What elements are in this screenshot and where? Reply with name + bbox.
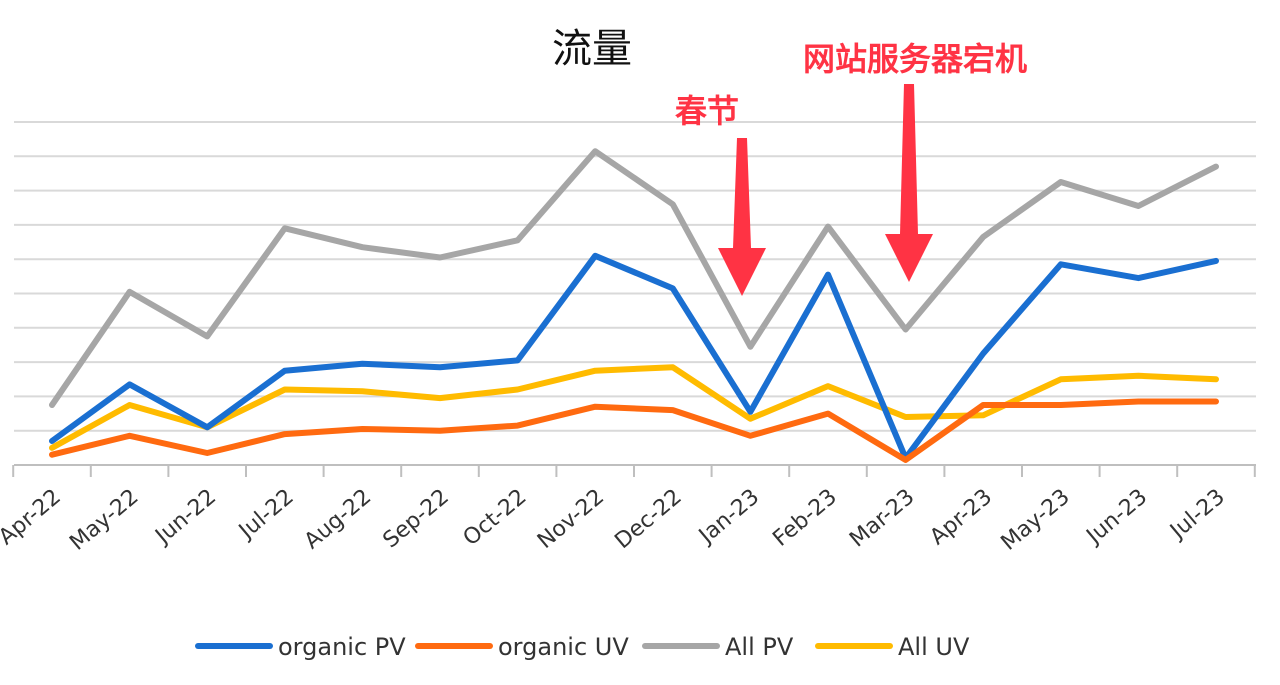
x-tick-label: Oct-22: [459, 484, 532, 551]
x-tick-label: May-22: [65, 484, 143, 555]
x-tick-label: Sep-22: [378, 484, 453, 553]
x-tick-label: Jun-23: [1081, 484, 1152, 550]
annotation-label: 春节: [675, 92, 739, 130]
legend: organic PV organic UV All PV All UV: [195, 633, 970, 661]
x-tick-label: Apr-22: [0, 484, 66, 550]
series-lines: [49, 148, 1219, 463]
x-tick-label: Feb-23: [768, 484, 841, 551]
series-line: [49, 364, 1219, 451]
x-axis: Apr-22 May-22 Jun-22 Jul-22 Aug-22 Sep-22 Oct-…: [0, 464, 1256, 556]
series-line: [49, 148, 1219, 408]
legend-label: organic UV: [498, 633, 629, 661]
x-tick-label: Jul-22: [233, 484, 298, 545]
x-tick-label: Apr-23: [925, 484, 997, 550]
series-line: [49, 252, 1219, 462]
x-tick-label: Nov-22: [533, 484, 609, 553]
legend-label: All UV: [898, 633, 970, 661]
x-tick-label: Jul-23: [1164, 484, 1229, 545]
legend-label: All PV: [725, 633, 794, 661]
annotation-arrow: [718, 138, 766, 296]
series-line: [49, 398, 1219, 463]
x-tick-label: Jun-22: [150, 484, 221, 550]
annotation-label: 网站服务器宕机: [803, 40, 1027, 78]
x-tick-label: Mar-23: [845, 484, 919, 552]
gridlines: [14, 121, 1256, 432]
x-tick-label: Aug-22: [300, 484, 377, 554]
chart-title: 流量: [552, 26, 632, 72]
x-tick-label: May-23: [997, 484, 1075, 555]
annotation-arrow: [885, 84, 933, 282]
x-tick-label: Dec-22: [610, 484, 686, 554]
x-tick-label: Jan-23: [693, 484, 764, 549]
legend-label: organic PV: [278, 633, 406, 661]
annotations: 春节 网站服务器宕机: [675, 40, 1027, 296]
